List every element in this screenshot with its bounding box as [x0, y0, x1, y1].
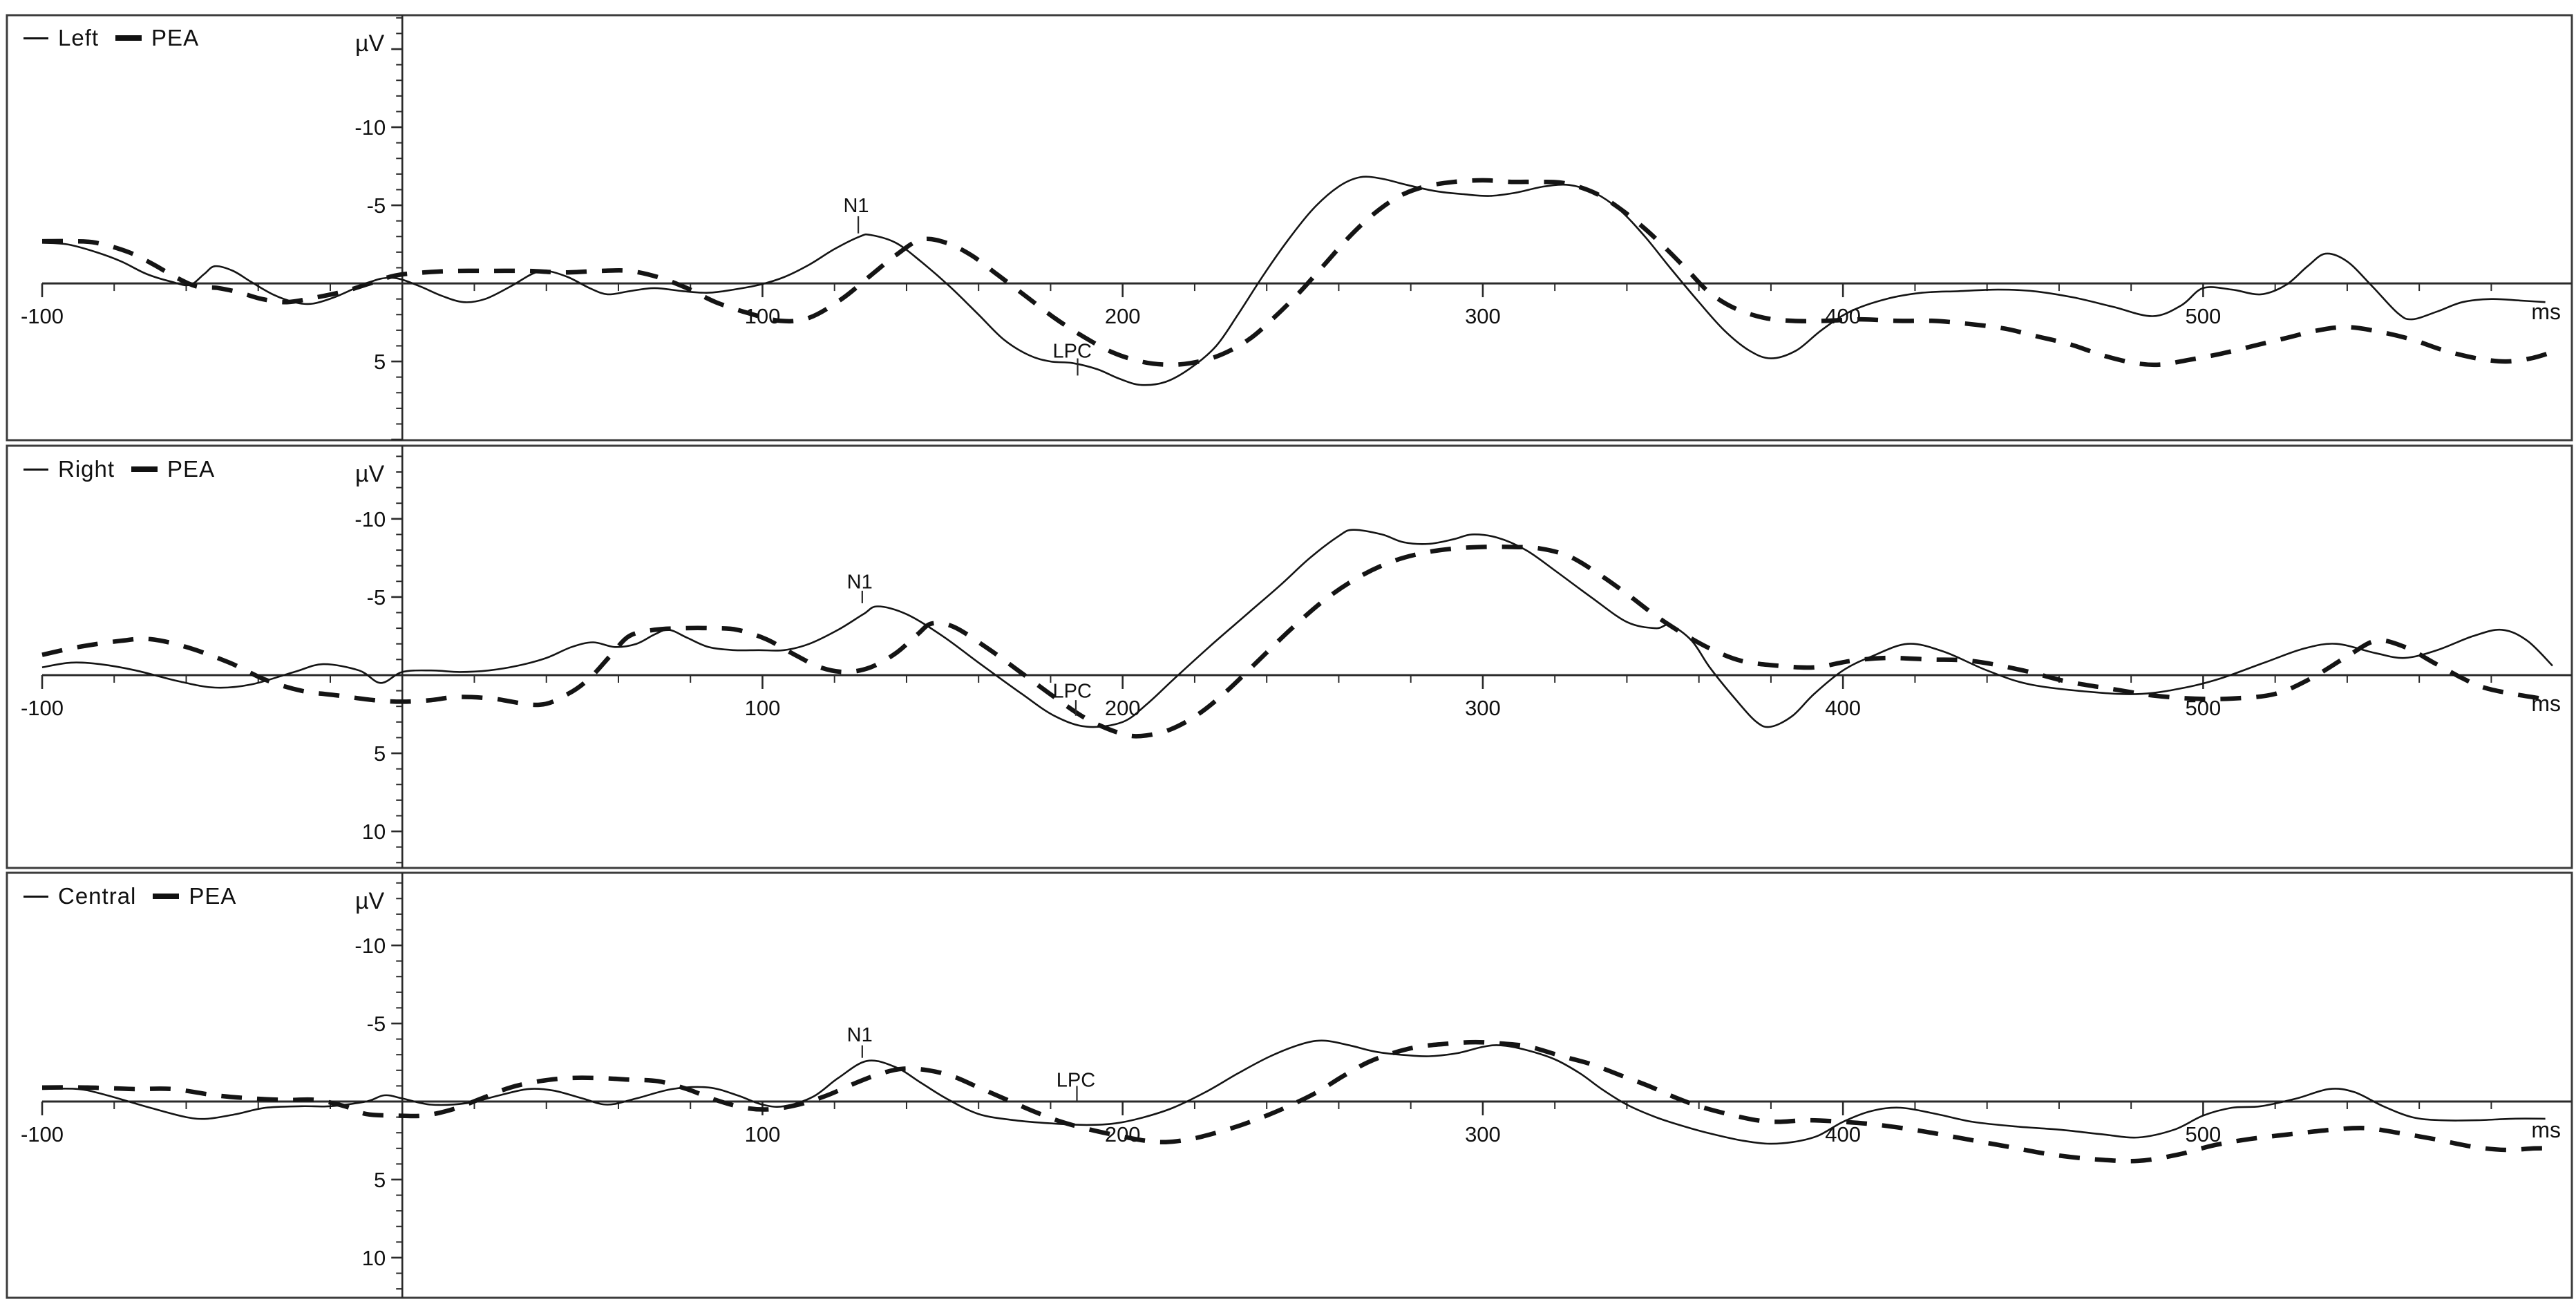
legend-label: PEA	[151, 25, 200, 50]
panel-right-border	[6, 444, 2573, 869]
annotation-lpc-label: LPC	[1057, 1069, 1095, 1091]
legend-item-dashed: PEA	[115, 25, 199, 51]
waveform-central-solid	[41, 1039, 2546, 1145]
solid-line-swatch-icon	[23, 468, 48, 471]
x-tick-label: 500	[2186, 1122, 2222, 1146]
x-tick-label: 300	[1465, 696, 1501, 720]
x-tick-label: -100	[21, 304, 64, 328]
annotation-n1-label: N1	[847, 1024, 873, 1046]
y-axis-unit-label: µV	[355, 30, 385, 57]
y-tick-label: -10	[354, 115, 386, 140]
x-tick-label: 400	[1825, 696, 1861, 720]
y-axis-unit-label: µV	[355, 461, 385, 487]
panel-left-border	[6, 14, 2573, 442]
waveform-left-solid	[41, 176, 2546, 386]
x-tick-label: -100	[21, 696, 64, 720]
legend-label: PEA	[167, 456, 216, 482]
annotation-n1-label: N1	[847, 571, 873, 593]
x-tick-label: 200	[1105, 1122, 1141, 1146]
annotation-n1-label: N1	[843, 195, 869, 217]
y-tick-label: -5	[367, 585, 386, 610]
y-tick-label: 5	[374, 350, 386, 374]
legend-label: Central	[58, 883, 137, 909]
legend-label: Left	[58, 25, 100, 50]
x-tick-label: 400	[1825, 1122, 1861, 1146]
x-tick-label: 100	[745, 304, 781, 328]
legend-item-dashed: PEA	[131, 456, 215, 482]
legend-label: PEA	[189, 883, 237, 909]
x-tick-label: 300	[1465, 304, 1501, 328]
legend-central-panel: Central PEA	[23, 883, 243, 909]
legend-item-solid: Right	[23, 456, 115, 482]
legend-item-solid: Central	[23, 883, 136, 909]
dashed-line-swatch-icon	[115, 35, 142, 41]
annotation-lpc-label: LPC	[1053, 340, 1092, 362]
y-tick-label: -10	[354, 934, 386, 958]
waveform-right-solid	[41, 529, 2553, 728]
panel-central-plot: -100 100 200 300 400 500 ms -10 -5 5 10 µV N1 LPC	[6, 871, 2573, 1299]
legend-label: Right	[58, 456, 115, 482]
y-tick-label: 5	[374, 1168, 386, 1192]
y-tick-label: 10	[362, 820, 386, 844]
x-tick-label: 100	[745, 1122, 781, 1146]
x-axis-unit-label: ms	[2531, 1117, 2561, 1142]
y-tick-label: -5	[367, 1012, 386, 1036]
waveform-central-dashed	[41, 1039, 2557, 1164]
legend-left-panel: Left PEA	[23, 25, 206, 51]
solid-line-swatch-icon	[23, 37, 48, 39]
annotation-lpc-label: LPC	[1053, 681, 1092, 703]
x-tick-label: -100	[21, 1122, 64, 1146]
waveform-left-dashed	[41, 178, 2553, 368]
y-tick-label: 5	[374, 741, 386, 766]
x-tick-label: 200	[1105, 304, 1141, 328]
solid-line-swatch-icon	[23, 895, 48, 898]
legend-right-panel: Right PEA	[23, 456, 222, 482]
y-tick-label: -10	[354, 507, 386, 531]
legend-item-dashed: PEA	[153, 883, 236, 909]
dashed-line-swatch-icon	[153, 894, 180, 899]
panel-central-border	[6, 871, 2573, 1299]
x-tick-label: 100	[745, 696, 781, 720]
x-tick-label: 300	[1465, 1122, 1501, 1146]
y-tick-label: -5	[367, 193, 386, 218]
legend-item-solid: Left	[23, 25, 99, 51]
x-tick-label: 200	[1105, 696, 1141, 720]
x-tick-label: 500	[2186, 304, 2222, 328]
dashed-line-swatch-icon	[131, 466, 158, 472]
x-axis-unit-label: ms	[2531, 691, 2561, 716]
y-axis-unit-label: µV	[355, 888, 385, 914]
x-axis-unit-label: ms	[2531, 299, 2561, 324]
y-tick-label: 10	[362, 1246, 386, 1270]
